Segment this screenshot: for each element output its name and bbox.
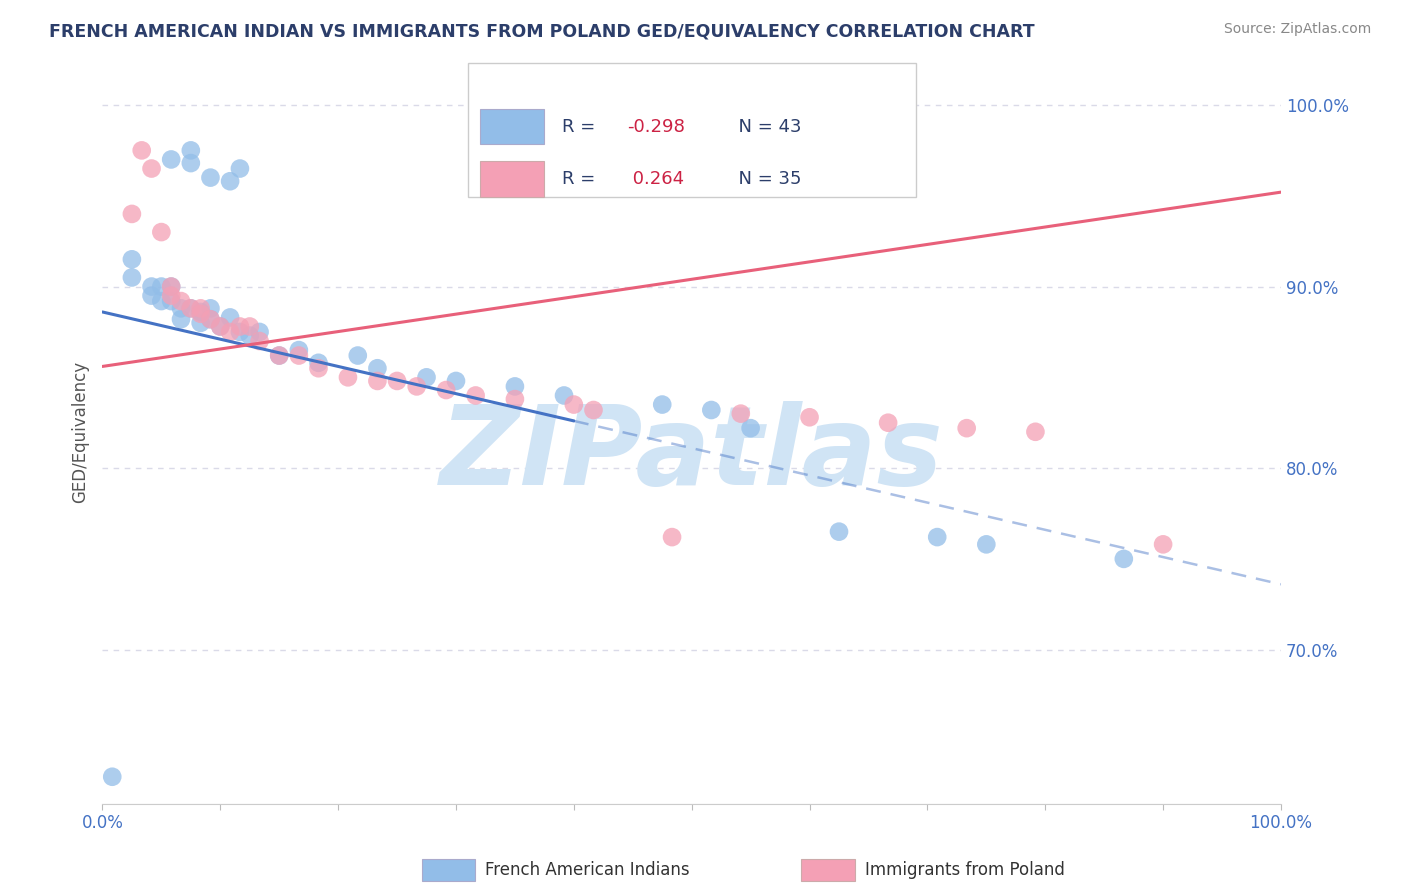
- FancyBboxPatch shape: [468, 63, 915, 197]
- Point: [269, 349, 291, 363]
- Text: N = 35: N = 35: [727, 169, 801, 187]
- Point: [553, 388, 575, 402]
- Point: [249, 325, 271, 339]
- Point: [828, 524, 851, 539]
- Point: [927, 530, 949, 544]
- Point: [131, 144, 153, 158]
- Text: R =: R =: [562, 169, 600, 187]
- Point: [229, 319, 252, 334]
- Text: -0.298: -0.298: [627, 118, 685, 136]
- Point: [160, 279, 183, 293]
- Point: [121, 252, 143, 267]
- Point: [308, 361, 330, 376]
- Point: [160, 288, 183, 302]
- Point: [1112, 552, 1135, 566]
- Point: [121, 270, 143, 285]
- Point: [249, 334, 271, 348]
- Point: [288, 349, 311, 363]
- Point: [180, 156, 202, 170]
- FancyBboxPatch shape: [479, 109, 544, 145]
- Point: [170, 301, 193, 316]
- Point: [209, 319, 232, 334]
- Point: [444, 374, 467, 388]
- Point: [799, 410, 821, 425]
- Point: [308, 356, 330, 370]
- Point: [219, 174, 242, 188]
- Point: [190, 301, 212, 316]
- Text: 0.264: 0.264: [627, 169, 683, 187]
- Point: [346, 349, 368, 363]
- Point: [582, 403, 605, 417]
- Point: [1152, 537, 1174, 551]
- Point: [170, 294, 193, 309]
- Text: R =: R =: [562, 118, 600, 136]
- Point: [503, 379, 526, 393]
- Point: [190, 305, 212, 319]
- Point: [956, 421, 979, 435]
- Point: [141, 288, 163, 302]
- Point: [180, 144, 202, 158]
- Point: [200, 312, 222, 326]
- Text: Source: ZipAtlas.com: Source: ZipAtlas.com: [1223, 22, 1371, 37]
- Point: [366, 361, 388, 376]
- Point: [150, 225, 173, 239]
- Point: [121, 207, 143, 221]
- Point: [366, 374, 388, 388]
- Point: [405, 379, 427, 393]
- Point: [336, 370, 359, 384]
- Point: [219, 310, 242, 325]
- Point: [141, 279, 163, 293]
- Point: [160, 294, 183, 309]
- Point: [976, 537, 998, 551]
- FancyBboxPatch shape: [479, 161, 544, 196]
- Point: [219, 325, 242, 339]
- Point: [141, 161, 163, 176]
- Point: [415, 370, 437, 384]
- Point: [200, 170, 222, 185]
- Point: [101, 770, 124, 784]
- Point: [730, 407, 752, 421]
- Point: [190, 307, 212, 321]
- Point: [170, 312, 193, 326]
- Point: [503, 392, 526, 406]
- Text: French American Indians: French American Indians: [485, 861, 690, 879]
- Text: Immigrants from Poland: Immigrants from Poland: [865, 861, 1064, 879]
- Point: [180, 301, 202, 316]
- Point: [229, 161, 252, 176]
- Point: [160, 153, 183, 167]
- Point: [190, 316, 212, 330]
- Y-axis label: GED/Equivalency: GED/Equivalency: [72, 360, 89, 503]
- Text: FRENCH AMERICAN INDIAN VS IMMIGRANTS FROM POLAND GED/EQUIVALENCY CORRELATION CHA: FRENCH AMERICAN INDIAN VS IMMIGRANTS FRO…: [49, 22, 1035, 40]
- Point: [239, 319, 262, 334]
- Point: [740, 421, 762, 435]
- Point: [288, 343, 311, 357]
- Point: [200, 301, 222, 316]
- Point: [877, 416, 900, 430]
- Point: [150, 279, 173, 293]
- Point: [385, 374, 408, 388]
- Point: [1024, 425, 1046, 439]
- Point: [160, 279, 183, 293]
- Point: [239, 328, 262, 343]
- Point: [180, 301, 202, 316]
- Point: [434, 383, 457, 397]
- Point: [150, 294, 173, 309]
- Point: [209, 319, 232, 334]
- Point: [464, 388, 486, 402]
- Text: N = 43: N = 43: [727, 118, 801, 136]
- Point: [229, 325, 252, 339]
- Point: [200, 312, 222, 326]
- Point: [562, 398, 585, 412]
- Point: [700, 403, 723, 417]
- Point: [651, 398, 673, 412]
- Point: [661, 530, 683, 544]
- Point: [269, 349, 291, 363]
- Text: ZIPatlas: ZIPatlas: [440, 401, 943, 508]
